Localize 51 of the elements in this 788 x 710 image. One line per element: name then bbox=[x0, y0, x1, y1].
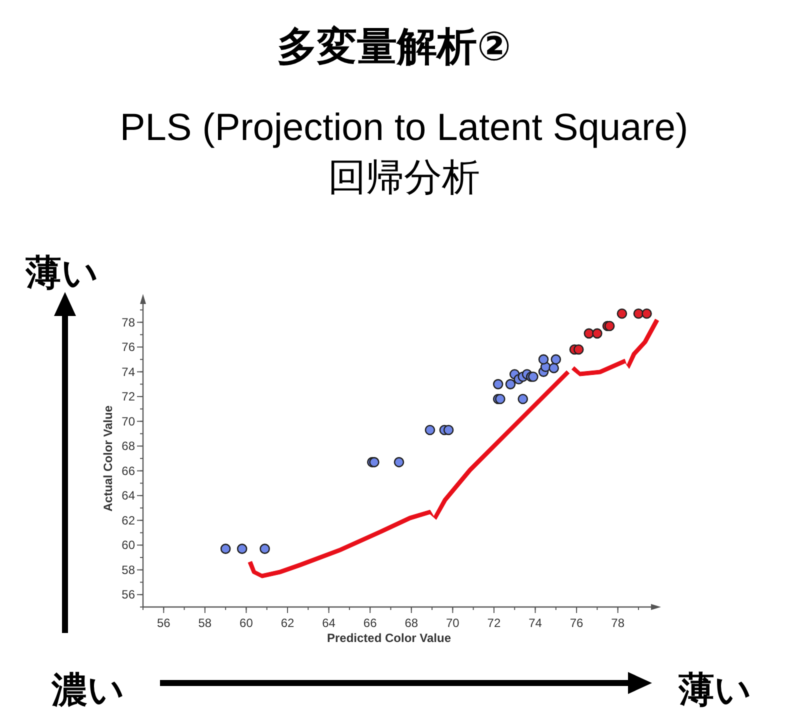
x-tick-label: 76 bbox=[570, 616, 584, 630]
point bbox=[518, 394, 528, 404]
y-tick-label: 76 bbox=[122, 340, 136, 354]
point bbox=[550, 354, 562, 365]
text: 薄い bbox=[24, 252, 98, 293]
point bbox=[573, 344, 584, 355]
point bbox=[528, 372, 538, 382]
y-tick-label: 58 bbox=[122, 562, 136, 577]
point bbox=[548, 362, 559, 374]
x-tick-label: 62 bbox=[280, 616, 295, 630]
y-axis-title: Actual Color Value bbox=[101, 405, 115, 512]
chart-title: 多変量解析② bbox=[277, 25, 511, 69]
text: 濃い bbox=[50, 669, 124, 710]
x-tick-label: 72 bbox=[487, 616, 501, 630]
y-tick-label: 64 bbox=[122, 488, 136, 503]
y-tick-label: 74 bbox=[122, 364, 136, 379]
point bbox=[260, 544, 270, 554]
point bbox=[495, 394, 506, 404]
point bbox=[424, 424, 436, 436]
point bbox=[538, 354, 549, 365]
x-tick-label: 60 bbox=[240, 616, 254, 630]
point bbox=[236, 544, 248, 554]
x-tick-label: 56 bbox=[156, 616, 171, 630]
x-tick-label: 70 bbox=[446, 616, 460, 630]
y-tick-label: 78 bbox=[122, 315, 136, 330]
point bbox=[394, 457, 404, 468]
point bbox=[642, 308, 652, 319]
x-tick-label: 58 bbox=[198, 616, 212, 630]
point bbox=[220, 544, 231, 554]
x-tick-label: 74 bbox=[528, 616, 542, 630]
x-tick-label: 78 bbox=[611, 616, 625, 630]
y-tick-label: 62 bbox=[122, 513, 136, 528]
y-tick-label: 56 bbox=[122, 588, 136, 602]
point bbox=[616, 308, 628, 319]
x-axis-title: Predicted Color Value bbox=[326, 631, 452, 645]
chart-subtitle: PLS (Projection to Latent Square) 回帰分析 bbox=[120, 107, 688, 199]
text: 薄い bbox=[678, 669, 752, 710]
point bbox=[633, 308, 644, 319]
point bbox=[584, 328, 594, 339]
x-tick-label: 66 bbox=[363, 616, 378, 630]
y-tick-label: 66 bbox=[122, 464, 136, 478]
point bbox=[592, 328, 602, 339]
y-tick-label: 68 bbox=[122, 439, 136, 454]
y-tick-label: 72 bbox=[122, 390, 136, 404]
point bbox=[443, 424, 454, 436]
y-tick-label: 60 bbox=[122, 538, 136, 552]
point bbox=[505, 379, 516, 390]
x-tick-label: 64 bbox=[322, 616, 336, 630]
y-tick-label: 70 bbox=[122, 414, 136, 428]
x-tick-label: 68 bbox=[404, 616, 418, 630]
point bbox=[492, 379, 504, 390]
